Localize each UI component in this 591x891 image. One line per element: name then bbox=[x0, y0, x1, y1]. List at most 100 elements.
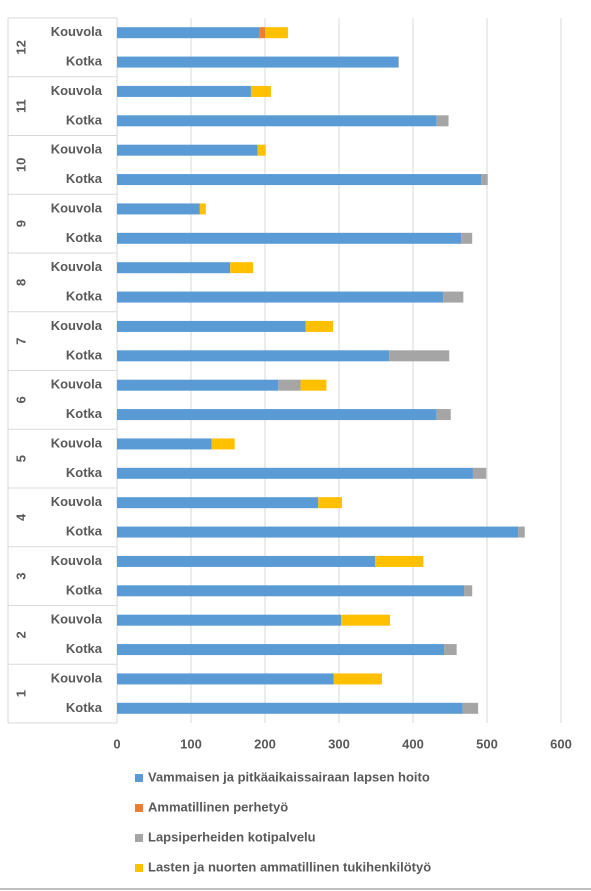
bar-segment bbox=[464, 585, 473, 597]
bar-segment bbox=[117, 262, 231, 274]
bar-segment bbox=[259, 27, 265, 39]
bar-segment bbox=[257, 144, 266, 156]
bar-segment bbox=[305, 320, 334, 332]
y-tick-label: Kotka bbox=[66, 347, 103, 362]
y-tick-label: Kotka bbox=[66, 641, 103, 656]
y-tick-label: Kotka bbox=[66, 465, 103, 480]
bar-segment bbox=[389, 350, 450, 362]
bar-segment bbox=[117, 555, 376, 567]
bar-segment bbox=[250, 85, 271, 97]
group-label: 12 bbox=[13, 40, 28, 54]
bar-segment bbox=[472, 467, 487, 479]
group-label: 7 bbox=[13, 338, 28, 345]
y-tick-label: Kouvola bbox=[51, 259, 103, 274]
bar-segment bbox=[117, 497, 319, 509]
bar-segment bbox=[117, 409, 437, 421]
y-tick-label: Kotka bbox=[66, 230, 103, 245]
bar-segment bbox=[481, 174, 488, 186]
y-tick-label: Kouvola bbox=[51, 24, 103, 39]
bar-segment bbox=[117, 438, 212, 450]
group-label: 3 bbox=[13, 573, 28, 580]
group-label: 8 bbox=[13, 279, 28, 286]
bar-segment bbox=[117, 27, 260, 39]
y-tick-label: Kouvola bbox=[51, 553, 103, 568]
bar-segment bbox=[211, 438, 235, 450]
bar-segment bbox=[333, 673, 382, 685]
bar-segment bbox=[462, 702, 479, 714]
bar-segment bbox=[199, 203, 206, 215]
x-tick-label: 200 bbox=[254, 736, 276, 751]
bar-segment bbox=[265, 27, 288, 39]
bar-segment bbox=[444, 644, 457, 656]
group-label: 2 bbox=[13, 631, 28, 638]
bar-segment bbox=[117, 614, 342, 626]
y-tick-label: Kotka bbox=[66, 524, 103, 539]
legend-label: Vammaisen ja pitkäaikaissairaan lapsen h… bbox=[148, 769, 430, 784]
bar-segment bbox=[443, 291, 464, 303]
legend-label: Lasten ja nuorten ammatillinen tukihenki… bbox=[148, 859, 431, 874]
bar-segment bbox=[117, 232, 462, 244]
bar-segment bbox=[117, 702, 463, 714]
legend-swatch bbox=[135, 804, 143, 812]
bar-segment bbox=[375, 555, 424, 567]
y-tick-label: Kotka bbox=[66, 54, 103, 69]
group-label: 5 bbox=[13, 455, 28, 462]
bar-segment bbox=[117, 291, 444, 303]
group-label: 11 bbox=[13, 99, 28, 113]
y-tick-label: Kouvola bbox=[51, 318, 103, 333]
y-tick-label: Kouvola bbox=[51, 200, 103, 215]
bar-segment bbox=[117, 379, 279, 391]
x-tick-label: 400 bbox=[402, 736, 424, 751]
bar-segment bbox=[117, 203, 200, 215]
bar-segment bbox=[117, 115, 437, 127]
group-label: 1 bbox=[13, 690, 28, 697]
x-tick-label: 0 bbox=[113, 736, 120, 751]
bar-segment bbox=[117, 174, 482, 186]
y-tick-label: Kouvola bbox=[51, 377, 103, 392]
bar-segment bbox=[436, 409, 451, 421]
bar-segment bbox=[117, 320, 306, 332]
bar-segment bbox=[341, 614, 391, 626]
bar-segment bbox=[117, 585, 465, 597]
y-tick-label: Kouvola bbox=[51, 83, 103, 98]
bar-segment bbox=[117, 85, 251, 97]
y-tick-label: Kotka bbox=[66, 112, 103, 127]
legend-label: Lapsiperheiden kotipalvelu bbox=[148, 829, 316, 844]
y-tick-label: Kotka bbox=[66, 289, 103, 304]
y-tick-label: Kotka bbox=[66, 582, 103, 597]
legend-swatch bbox=[135, 774, 143, 782]
legend-label: Ammatillinen perhetyö bbox=[148, 799, 288, 814]
legend-swatch bbox=[135, 864, 143, 872]
legend-swatch bbox=[135, 834, 143, 842]
group-label: 4 bbox=[13, 513, 28, 521]
bar-segment bbox=[230, 262, 254, 274]
bar-segment bbox=[117, 144, 258, 156]
bar-segment bbox=[117, 526, 519, 538]
bar-segment bbox=[117, 350, 390, 362]
y-tick-label: Kouvola bbox=[51, 612, 103, 627]
x-tick-label: 300 bbox=[328, 736, 350, 751]
bar-segment bbox=[300, 379, 327, 391]
y-tick-label: Kouvola bbox=[51, 142, 103, 157]
bar-segment bbox=[278, 379, 301, 391]
y-tick-label: Kotka bbox=[66, 171, 103, 186]
y-tick-label: Kotka bbox=[66, 700, 103, 715]
x-tick-label: 500 bbox=[476, 736, 498, 751]
bar-segment bbox=[117, 467, 473, 479]
y-tick-label: Kotka bbox=[66, 406, 103, 421]
group-label: 6 bbox=[13, 396, 28, 403]
bar-segment bbox=[117, 56, 399, 68]
group-label: 10 bbox=[13, 158, 28, 172]
bar-segment bbox=[461, 232, 473, 244]
y-tick-label: Kouvola bbox=[51, 494, 103, 509]
group-label: 9 bbox=[13, 220, 28, 227]
y-tick-label: Kouvola bbox=[51, 435, 103, 450]
bar-segment bbox=[518, 526, 525, 538]
bar-segment bbox=[117, 644, 445, 656]
bar-segment bbox=[436, 115, 449, 127]
bar-segment bbox=[318, 497, 342, 509]
y-tick-label: Kouvola bbox=[51, 670, 103, 685]
x-tick-label: 100 bbox=[180, 736, 202, 751]
x-tick-label: 600 bbox=[550, 736, 572, 751]
